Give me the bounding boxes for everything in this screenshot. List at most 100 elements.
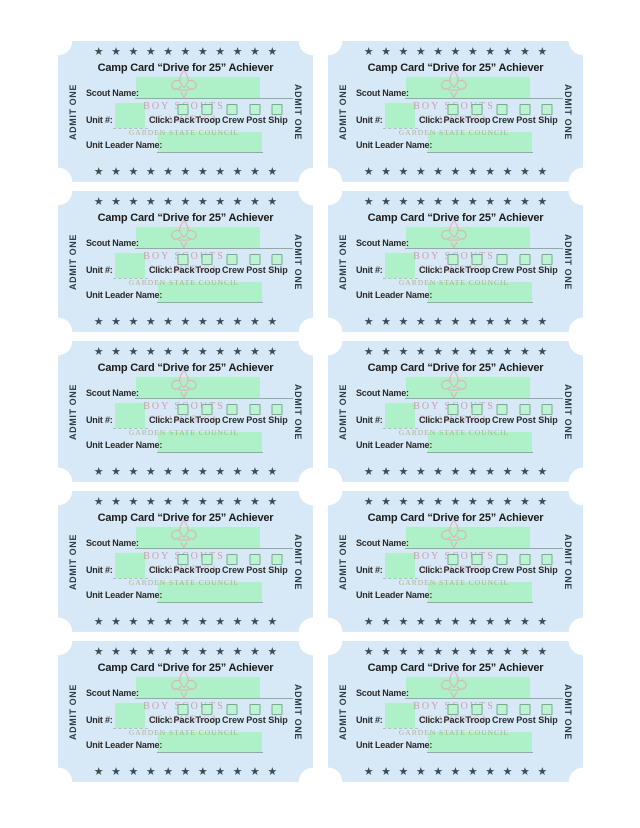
unit-leader-name-field[interactable] [428,132,532,152]
troop-checkbox[interactable] [201,404,213,415]
camp-card-ticket: ★ ★ ★ ★ ★ ★ ★ ★ ★ ★ ★ Camp Card “Drive f… [58,41,313,182]
troop-label: Troop [465,715,491,725]
unit-number-label: Unit #: [356,115,383,125]
ship-checkbox[interactable] [541,404,553,415]
admit-one-right: ADMIT ONE [293,83,303,140]
post-checkbox[interactable] [519,554,531,565]
pack-checkbox[interactable] [177,104,189,115]
pack-checkbox[interactable] [177,254,189,265]
top-star-border: ★ ★ ★ ★ ★ ★ ★ ★ ★ ★ ★ [363,495,548,508]
ticket-title: Camp Card “Drive for 25” Achiever [367,662,544,674]
troop-checkbox[interactable] [471,404,483,415]
scout-name-field[interactable] [136,377,260,398]
bottom-star-border: ★ ★ ★ ★ ★ ★ ★ ★ ★ ★ ★ [93,465,278,478]
post-checkbox[interactable] [249,254,261,265]
ship-checkbox[interactable] [271,554,283,565]
unit-leader-name-field[interactable] [158,732,262,752]
troop-label: Troop [195,715,221,725]
troop-checkbox[interactable] [201,554,213,565]
crew-checkbox[interactable] [226,104,238,115]
scout-name-field[interactable] [136,527,260,548]
unit-leader-name-field[interactable] [428,432,532,452]
ship-checkbox[interactable] [541,104,553,115]
unit-number-field[interactable] [115,103,145,128]
unit-leader-name-field[interactable] [158,282,262,302]
click-label: Click: [419,265,443,275]
troop-label: Troop [195,265,221,275]
unit-number-field[interactable] [385,403,415,428]
scout-name-field[interactable] [136,677,260,698]
ship-checkbox[interactable] [541,254,553,265]
ship-checkbox[interactable] [271,404,283,415]
ship-label: Ship [538,265,558,275]
troop-checkbox[interactable] [201,104,213,115]
unit-number-field[interactable] [385,253,415,278]
scout-name-field[interactable] [406,377,530,398]
post-checkbox[interactable] [519,404,531,415]
unit-number-field[interactable] [115,553,145,578]
unit-leader-name-field[interactable] [158,432,262,452]
troop-label: Troop [195,565,221,575]
admit-one-left: ADMIT ONE [68,533,78,590]
troop-checkbox[interactable] [201,704,213,715]
ship-checkbox[interactable] [541,704,553,715]
post-checkbox[interactable] [519,104,531,115]
post-checkbox[interactable] [519,704,531,715]
troop-checkbox[interactable] [471,554,483,565]
post-checkbox[interactable] [249,554,261,565]
ship-checkbox[interactable] [271,704,283,715]
crew-checkbox[interactable] [496,404,508,415]
pack-checkbox[interactable] [177,704,189,715]
crew-checkbox[interactable] [226,704,238,715]
unit-number-field[interactable] [385,703,415,728]
scout-name-field[interactable] [406,677,530,698]
ship-checkbox[interactable] [541,554,553,565]
post-checkbox[interactable] [519,254,531,265]
scout-name-underline [135,698,293,699]
crew-checkbox[interactable] [226,254,238,265]
crew-checkbox[interactable] [226,554,238,565]
scout-name-field[interactable] [406,77,530,98]
unit-number-field[interactable] [115,703,145,728]
unit-leader-name-field[interactable] [158,582,262,602]
ship-label: Ship [268,565,288,575]
troop-checkbox[interactable] [201,254,213,265]
scout-name-underline [405,248,563,249]
post-label: Post [246,115,266,125]
troop-checkbox[interactable] [471,254,483,265]
crew-checkbox[interactable] [226,404,238,415]
scout-name-field[interactable] [406,227,530,248]
post-checkbox[interactable] [249,104,261,115]
troop-checkbox[interactable] [471,704,483,715]
unit-leader-name-field[interactable] [428,582,532,602]
unit-number-field[interactable] [115,403,145,428]
pack-checkbox[interactable] [447,104,459,115]
troop-checkbox[interactable] [471,104,483,115]
pack-checkbox[interactable] [177,554,189,565]
pack-checkbox[interactable] [177,404,189,415]
scout-name-field[interactable] [406,527,530,548]
crew-checkbox[interactable] [496,254,508,265]
unit-leader-name-field[interactable] [158,132,262,152]
crew-checkbox[interactable] [496,704,508,715]
click-label: Click: [149,265,173,275]
unit-number-field[interactable] [115,253,145,278]
post-checkbox[interactable] [249,704,261,715]
pack-label: Pack [173,415,195,425]
unit-leader-name-field[interactable] [428,732,532,752]
pack-checkbox[interactable] [447,254,459,265]
pack-checkbox[interactable] [447,704,459,715]
pack-checkbox[interactable] [447,404,459,415]
crew-checkbox[interactable] [496,554,508,565]
scout-name-field[interactable] [136,77,260,98]
pack-checkbox[interactable] [447,554,459,565]
scout-name-label: Scout Name: [86,88,139,98]
unit-number-field[interactable] [385,103,415,128]
crew-checkbox[interactable] [496,104,508,115]
ship-checkbox[interactable] [271,254,283,265]
post-checkbox[interactable] [249,404,261,415]
unit-number-field[interactable] [385,553,415,578]
scout-name-field[interactable] [136,227,260,248]
unit-leader-name-field[interactable] [428,282,532,302]
ship-checkbox[interactable] [271,104,283,115]
